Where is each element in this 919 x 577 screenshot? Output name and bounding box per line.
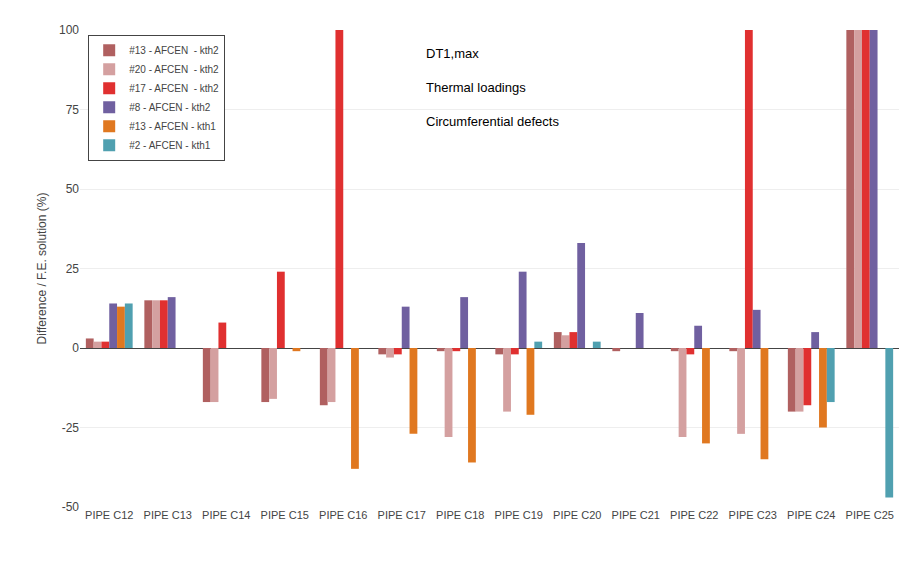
- svg-text:PIPE C13: PIPE C13: [144, 509, 192, 521]
- svg-text:#2 - AFCEN - kth1: #2 - AFCEN - kth1: [129, 140, 211, 151]
- svg-text:PIPE C21: PIPE C21: [612, 509, 660, 521]
- svg-text:25: 25: [66, 262, 80, 276]
- svg-text:PIPE C20: PIPE C20: [553, 509, 601, 521]
- svg-text:PIPE C24: PIPE C24: [787, 509, 835, 521]
- svg-text:PIPE C22: PIPE C22: [670, 509, 718, 521]
- svg-text:PIPE C19: PIPE C19: [495, 509, 543, 521]
- svg-text:#13 - AFCEN - kth2: #13 - AFCEN - kth2: [129, 45, 219, 56]
- svg-text:PIPE C12: PIPE C12: [85, 509, 133, 521]
- svg-text:PIPE C17: PIPE C17: [378, 509, 426, 521]
- svg-text:75: 75: [66, 103, 80, 117]
- svg-text:PIPE C14: PIPE C14: [202, 509, 250, 521]
- svg-text:100: 100: [59, 23, 79, 37]
- svg-text:0: 0: [72, 341, 79, 355]
- svg-text:DT1,maxThermal loadingsCircumf: DT1,maxThermal loadingsCircumferential d…: [426, 46, 559, 129]
- svg-text:-50: -50: [62, 500, 80, 514]
- svg-text:PIPE C15: PIPE C15: [261, 509, 309, 521]
- svg-text:#8 - AFCEN - kth2: #8 - AFCEN - kth2: [129, 102, 211, 113]
- svg-text:PIPE C23: PIPE C23: [729, 509, 777, 521]
- svg-text:#13 - AFCEN - kth1: #13 - AFCEN - kth1: [129, 121, 216, 132]
- svg-text:-25: -25: [62, 421, 80, 435]
- svg-text:Difference / F.E. solution (%): Difference / F.E. solution (%): [35, 193, 49, 345]
- svg-text:PIPE C18: PIPE C18: [436, 509, 484, 521]
- svg-text:PIPE C25: PIPE C25: [846, 509, 894, 521]
- svg-text:50: 50: [66, 182, 80, 196]
- svg-text:#20 - AFCEN - kth2: #20 - AFCEN - kth2: [129, 64, 219, 75]
- svg-text:PIPE C16: PIPE C16: [319, 509, 367, 521]
- svg-text:#17 - AFCEN - kth2: #17 - AFCEN - kth2: [129, 83, 219, 94]
